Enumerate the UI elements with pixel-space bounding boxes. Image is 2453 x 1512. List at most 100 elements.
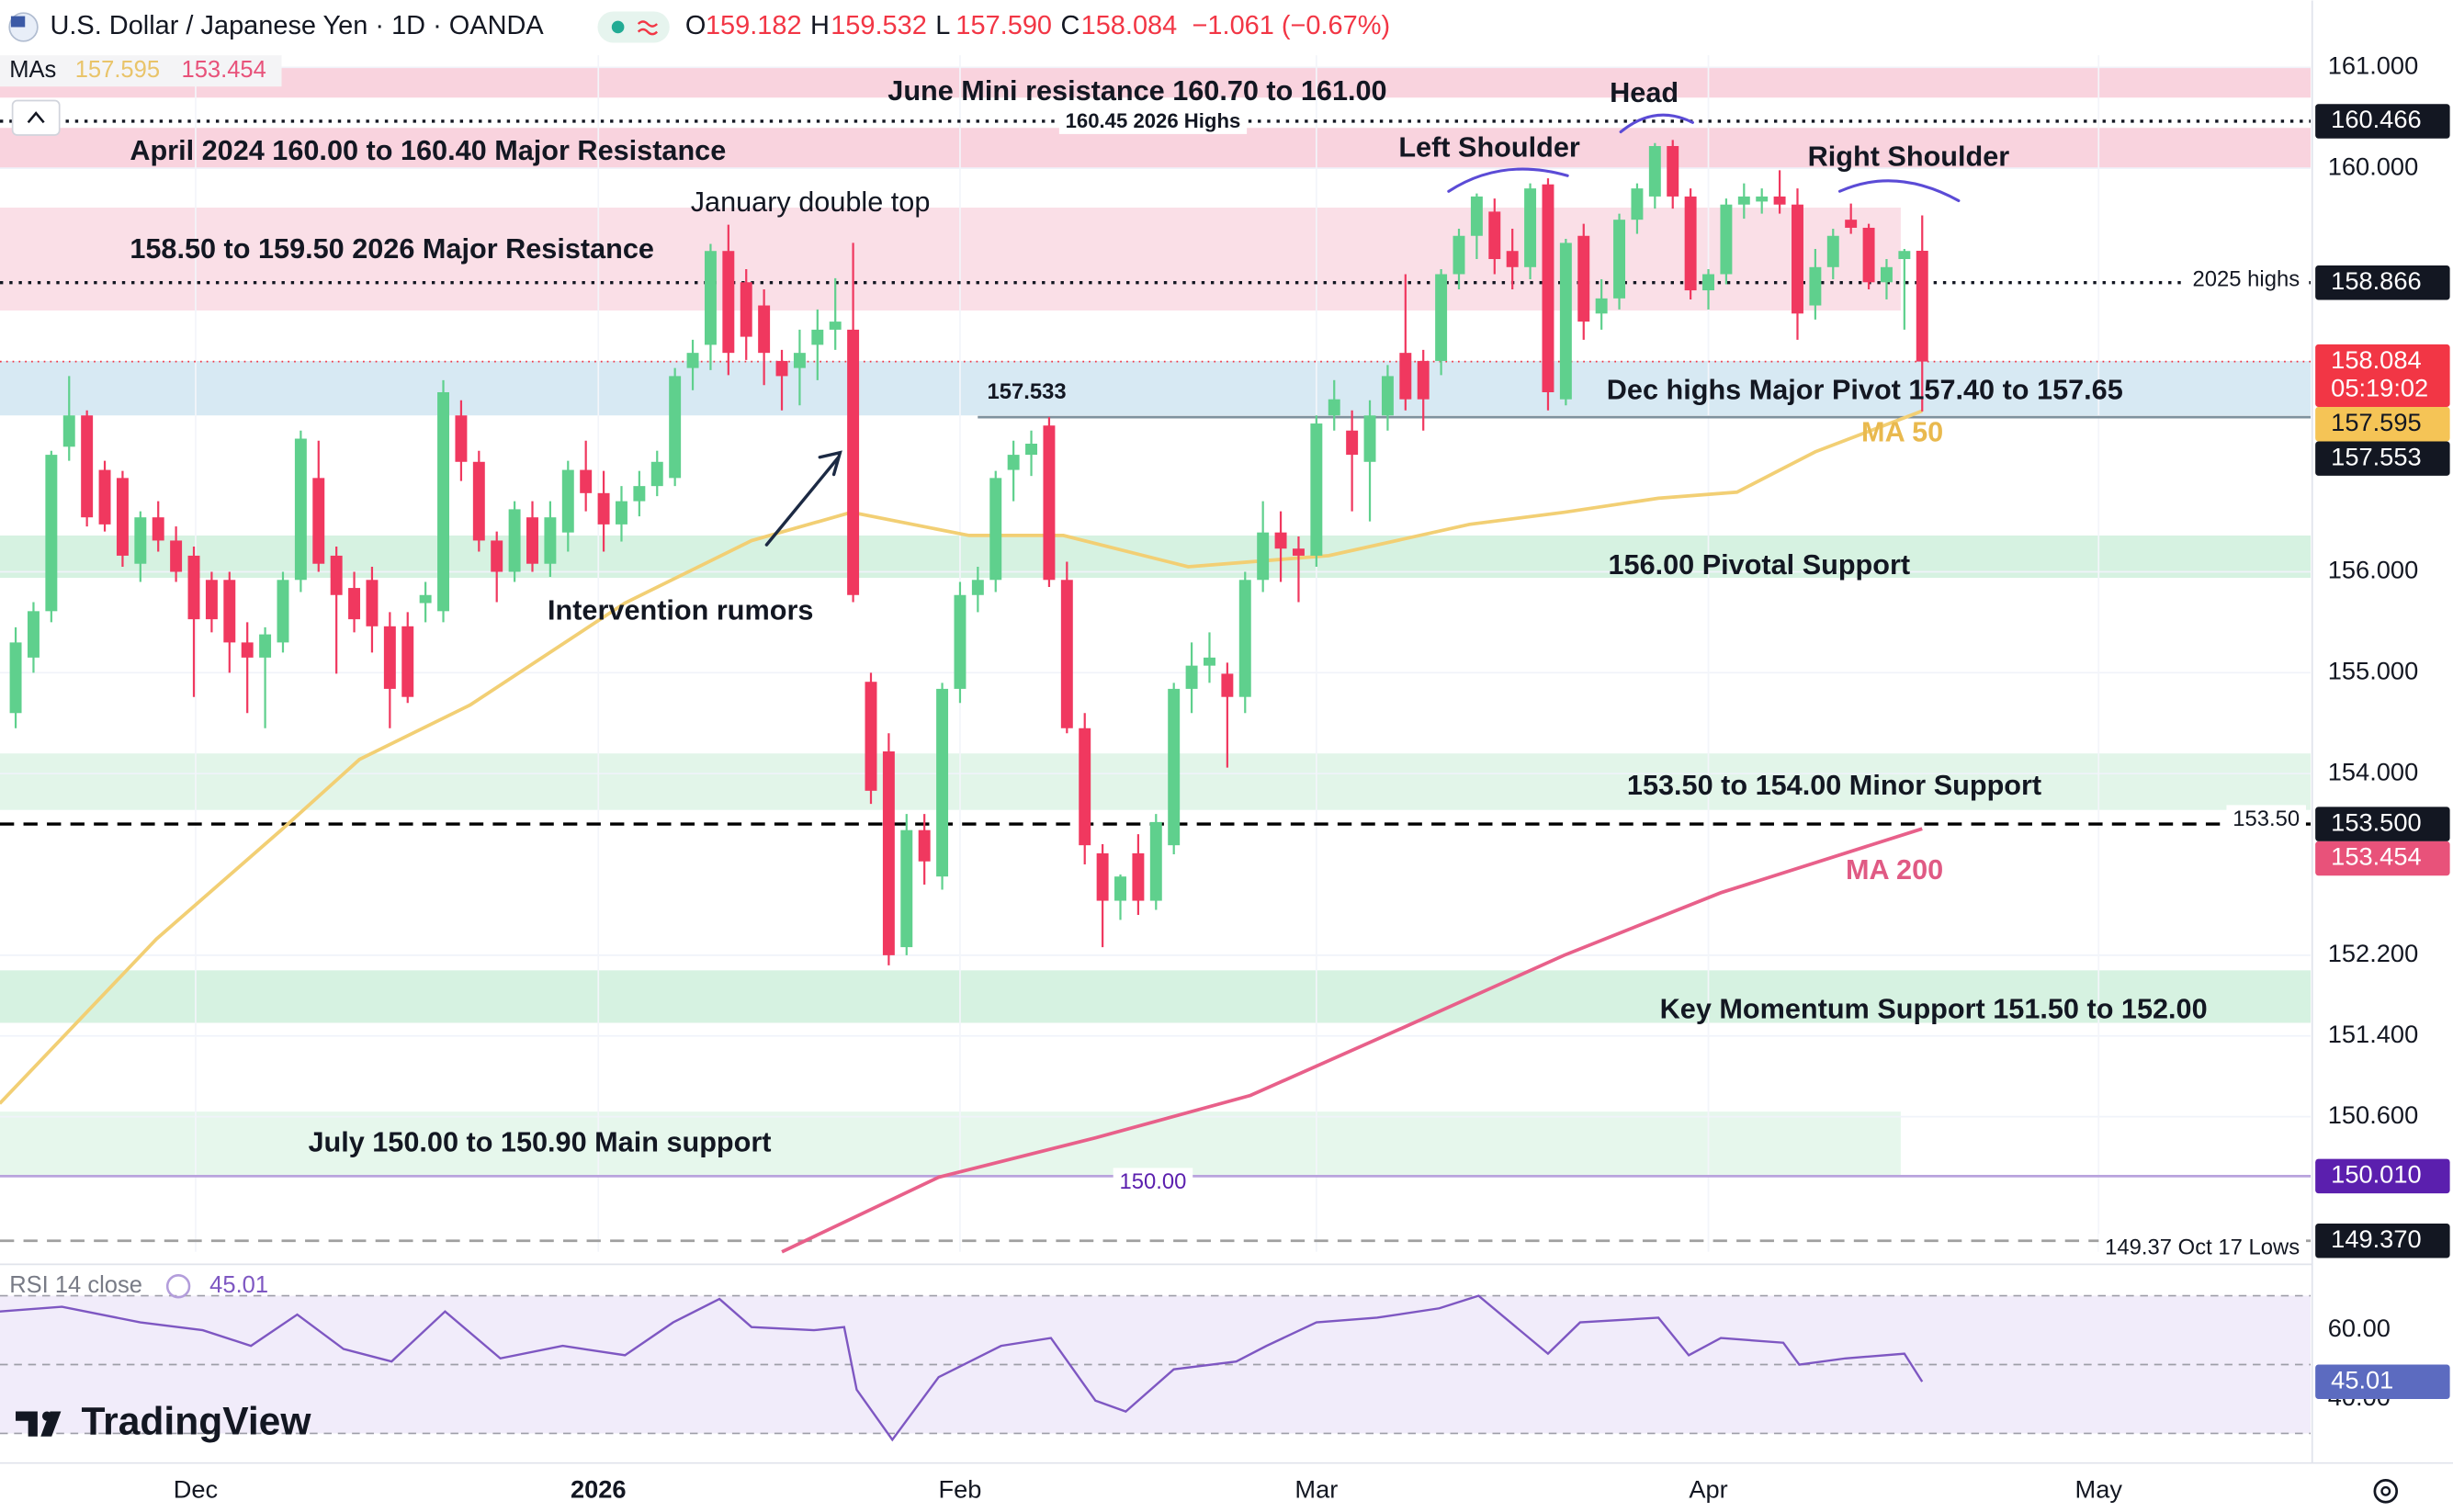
price-tag — [2315, 1223, 2450, 1258]
ohlc-value: 159.182 — [706, 11, 802, 40]
candle-body — [1613, 220, 1626, 299]
candle-body — [811, 329, 824, 345]
ohlc-label: C — [1061, 11, 1080, 40]
annotation: Left Shoulder — [1398, 131, 1580, 163]
ma-legend-value: 153.454 — [182, 57, 266, 83]
candle-body — [544, 517, 557, 564]
candle-body — [1257, 532, 1270, 581]
annotation: 149.37 Oct 17 Lows — [2105, 1236, 2300, 1260]
candle-body — [1916, 251, 1928, 362]
candle-body — [1168, 688, 1181, 846]
price-tag-label: 149.370 — [2331, 1224, 2421, 1253]
ma-legend-bg — [0, 55, 282, 87]
candle-body — [1399, 353, 1412, 400]
annotation: 160.45 2026 Highs — [1066, 109, 1241, 132]
zone — [0, 1111, 1901, 1178]
annotation: 158.50 to 159.50 2026 Major Resistance — [130, 233, 654, 265]
ohlc: O 159.182 H 159.532 L 157.590 C 158.084 −1.061 (… — [685, 11, 1390, 40]
candle-body — [134, 517, 147, 564]
candle-body — [1363, 415, 1376, 462]
zone — [0, 128, 2312, 169]
x-tick-label: Dec — [174, 1475, 218, 1504]
x-tick-label: 2026 — [571, 1475, 627, 1504]
ohlc-label: H — [810, 11, 830, 40]
annotation-bg — [2186, 265, 2307, 294]
candle-body — [9, 642, 22, 714]
candle-body — [116, 478, 129, 556]
annotation-bg — [1113, 1168, 1193, 1196]
zone — [0, 753, 2312, 810]
settings-icon-center — [2380, 1485, 2391, 1496]
candle-body — [1773, 196, 1786, 205]
zone — [0, 535, 2312, 579]
x-tick-label: Mar — [1294, 1475, 1338, 1504]
ohlc-label: O — [685, 11, 707, 40]
annotation: 156.00 Pivotal Support — [1608, 549, 1910, 581]
candle-body — [491, 540, 503, 572]
x-tick-label: May — [2075, 1475, 2123, 1504]
annotation-bg — [2226, 805, 2306, 833]
candle-body — [1238, 580, 1251, 697]
candle-body — [437, 391, 449, 612]
arrow-head — [818, 450, 842, 477]
collapse-button[interactable] — [11, 99, 61, 136]
candle-body — [1346, 430, 1359, 456]
candle-body — [829, 322, 842, 330]
candle-body — [1488, 211, 1501, 260]
candle-body — [98, 469, 111, 525]
candle-body — [1310, 423, 1323, 556]
candle-body — [1007, 455, 1020, 470]
candle-body — [1524, 188, 1537, 267]
candle-body — [1453, 235, 1465, 275]
annotation: MA 200 — [1846, 854, 1943, 886]
y-tick-label: 160.000 — [2328, 152, 2418, 180]
rsi-tick-label: 60.00 — [2328, 1314, 2391, 1342]
candle-body — [1506, 251, 1519, 267]
rsi-tag-label: 45.01 — [2331, 1365, 2393, 1394]
price-tag-label: 153.454 — [2331, 842, 2421, 871]
price-tag — [2315, 841, 2450, 876]
candle-body — [900, 829, 913, 948]
candle-body — [1880, 266, 1893, 283]
candle-body — [187, 555, 200, 620]
candle-body — [348, 588, 361, 620]
flag-canton — [10, 16, 26, 28]
candle-body — [455, 415, 468, 462]
moving-averages — [0, 409, 1923, 1254]
candle-body — [277, 580, 289, 643]
candle-body — [1862, 227, 1875, 283]
candle-body — [294, 438, 307, 581]
x-tick-label: Feb — [938, 1475, 981, 1504]
status-icon — [637, 20, 659, 36]
candle-body — [597, 492, 610, 525]
candle-body — [954, 594, 967, 689]
price-tag-time: 05:19:02 — [2331, 373, 2428, 401]
settings-icon[interactable] — [2373, 1479, 2399, 1504]
candle-body — [669, 376, 682, 479]
annotation: 150.00 — [1120, 1169, 1187, 1194]
status-pill — [597, 11, 670, 43]
price-tag — [2315, 344, 2450, 407]
rsi-label: RSI 14 close — [9, 1272, 142, 1298]
shoulder-arc — [1447, 167, 1569, 193]
candle-body — [1328, 399, 1340, 416]
candle-body — [1096, 852, 1109, 901]
arrow — [764, 456, 841, 547]
candle-body — [81, 415, 94, 518]
price-tag-label: 158.084 — [2331, 345, 2421, 374]
candle-body — [330, 555, 343, 595]
ohlc-value: 158.084 — [1081, 11, 1178, 40]
candle-body — [1292, 548, 1305, 556]
candle-body — [526, 517, 538, 564]
candle-body — [1114, 876, 1126, 901]
candle-body — [1132, 852, 1145, 901]
candle-body — [1559, 243, 1572, 400]
ohlc-label: L — [935, 11, 950, 40]
header-bg — [0, 0, 1408, 54]
y-tick-label: 155.000 — [2328, 657, 2418, 685]
candle-body — [686, 353, 699, 368]
annotation-bg — [2098, 1233, 2307, 1262]
price-tag — [2315, 406, 2450, 442]
candle-body — [616, 501, 627, 525]
price-tag-label: 160.466 — [2331, 105, 2421, 133]
